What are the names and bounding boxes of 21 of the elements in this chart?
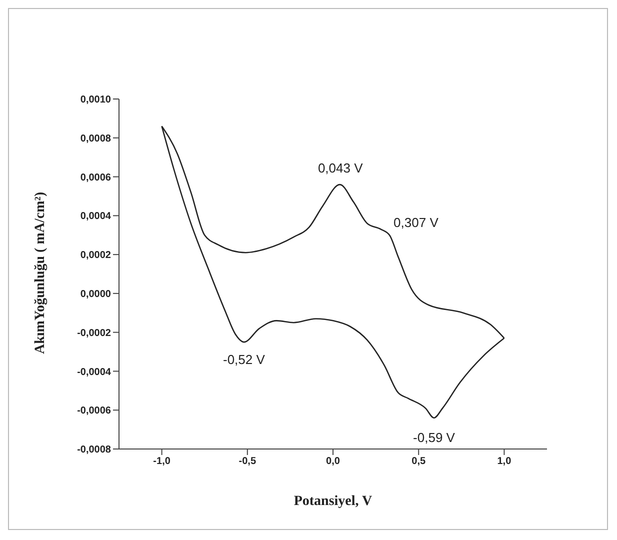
y-tick-label: 0,0002 [80,250,112,262]
y-tick-label: 0,0010 [80,94,112,106]
x-tick-label: 0,5 [412,456,426,468]
x-axis-title: Potansiyel, V [294,494,372,509]
y-tick-label: -0,0002 [77,328,112,339]
annotation: 0,307 V [394,215,439,230]
annotation: 0,043 V [318,160,364,176]
y-tick-label: -0,0008 [77,444,112,456]
annotation: -0,52 V [223,352,266,368]
y-tick-label: 0,0008 [80,133,112,144]
y-tick-label: -0,0006 [77,406,112,417]
x-tick-label: -1,0 [153,456,171,468]
y-axis-title: AkımYoğunluğu ( mA/cm²) [32,192,48,354]
y-tick-label: 0,0004 [80,211,112,222]
y-tick-label: 0,0000 [80,288,112,300]
x-tick-label: -0,5 [238,456,256,468]
y-tick-label: 0,0006 [80,172,112,184]
x-tick-label: 1,0 [497,456,512,468]
x-tick-label: 0,0 [326,456,340,468]
annotation: -0,59 V [413,430,456,445]
y-tick-label: -0,0004 [77,366,112,378]
